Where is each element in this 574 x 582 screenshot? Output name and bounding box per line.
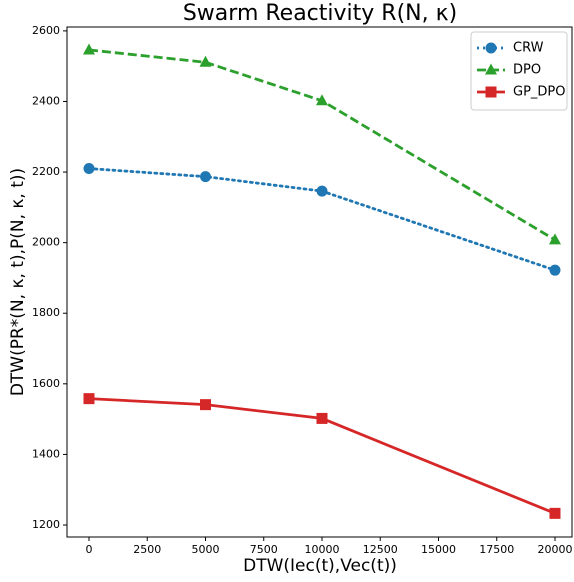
marker <box>548 233 561 245</box>
series-line <box>88 397 556 515</box>
marker <box>82 43 95 55</box>
x-tick-label: 12500 <box>363 543 398 556</box>
x-tick-label: 7500 <box>250 543 278 556</box>
x-tick-label: 2500 <box>133 543 161 556</box>
marker <box>549 264 561 276</box>
x-tick-label: 20000 <box>537 543 572 556</box>
marker <box>199 55 212 67</box>
x-tick-label: 5000 <box>191 543 219 556</box>
x-axis-label: DTW(Iec(t),Vec(t)) <box>243 556 397 576</box>
y-tick-label: 1600 <box>32 377 60 390</box>
y-tick-label: 2600 <box>32 24 60 37</box>
marker <box>315 94 328 106</box>
marker <box>199 399 211 411</box>
marker <box>485 63 497 75</box>
marker <box>199 171 211 183</box>
x-tick-label: 17500 <box>479 543 514 556</box>
legend-label: DPO <box>513 63 541 78</box>
y-tick-label: 2400 <box>32 94 60 107</box>
marker <box>485 42 497 54</box>
marker <box>83 393 95 405</box>
marker <box>83 163 95 175</box>
series-line <box>87 167 557 272</box>
x-tick-label: 15000 <box>421 543 456 556</box>
series-line <box>88 48 556 242</box>
x-tick-label: 0 <box>85 543 92 556</box>
marker <box>316 412 328 424</box>
y-tick-label: 1200 <box>32 518 60 531</box>
legend-label: CRW <box>513 41 544 56</box>
y-axis-label: DTW(PR*(N, κ, t),P(N, κ, t)) <box>8 168 28 396</box>
x-tick-label: 10000 <box>304 543 339 556</box>
chart-title: Swarm Reactivity R(N, κ) <box>183 1 457 26</box>
marker <box>485 86 497 98</box>
marker <box>549 507 561 519</box>
marker <box>316 185 328 197</box>
y-tick-label: 1400 <box>32 447 60 460</box>
y-tick-label: 1800 <box>32 306 60 319</box>
y-tick-label: 2000 <box>32 236 60 249</box>
legend-label: GP_DPO <box>513 85 566 100</box>
plot-frame <box>66 26 573 538</box>
y-tick-label: 2200 <box>32 165 60 178</box>
